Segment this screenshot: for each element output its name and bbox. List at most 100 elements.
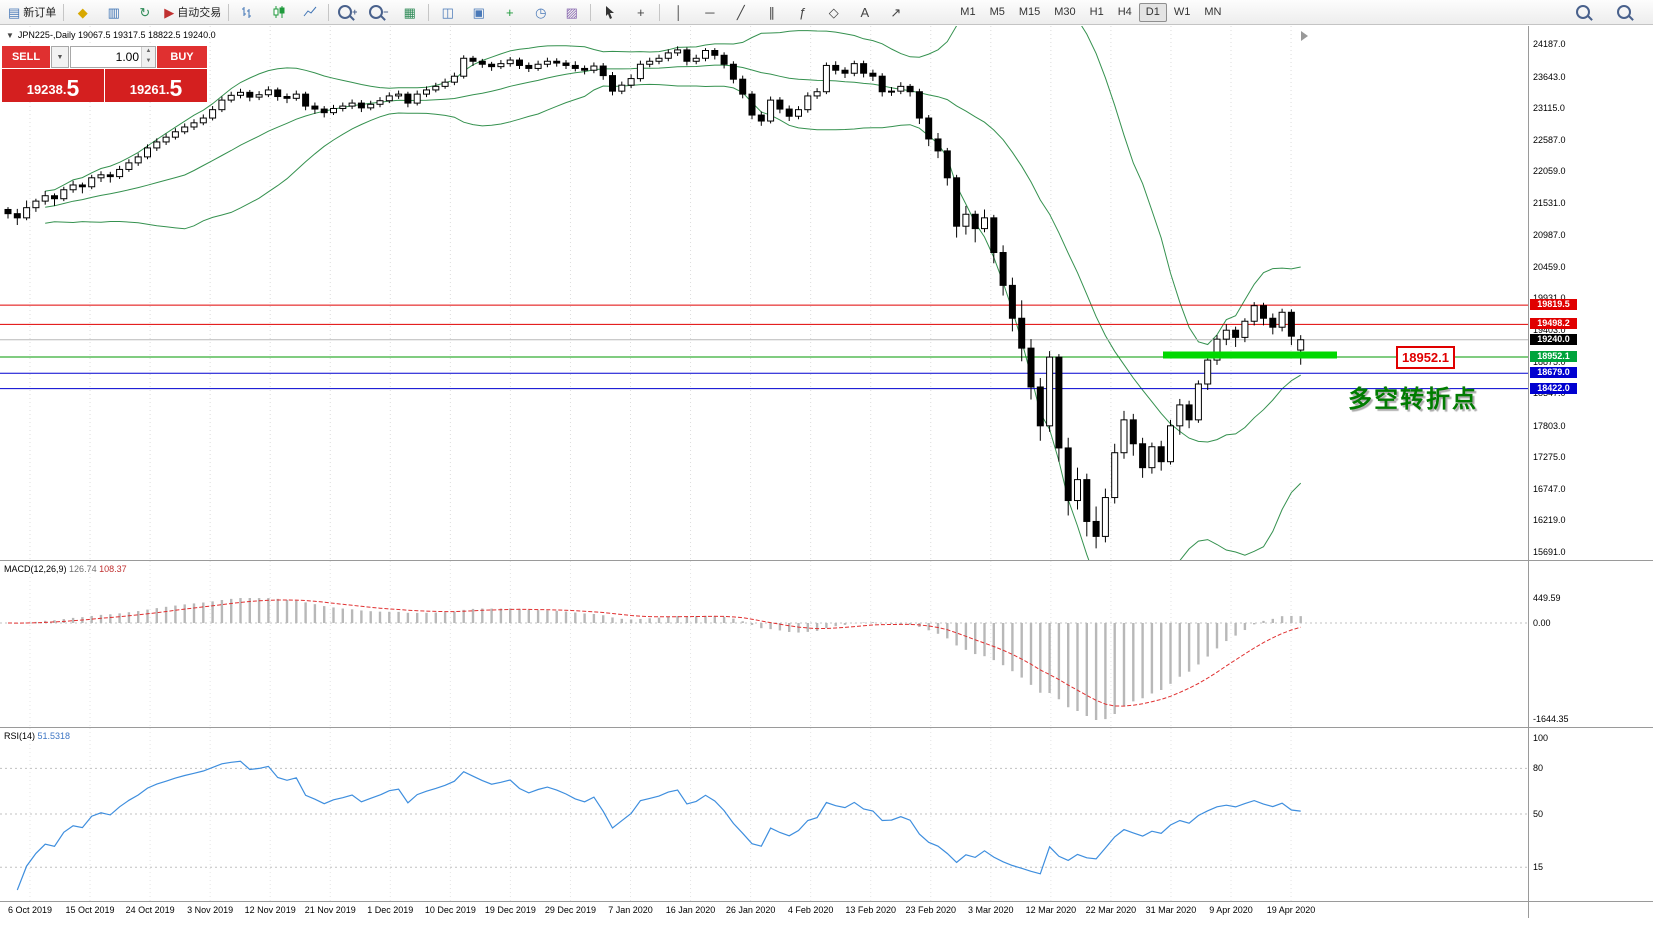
timeframe-h4[interactable]: H4 (1117, 5, 1132, 18)
magnifier-icon (338, 5, 353, 19)
timeframe-h1[interactable]: H1 (1089, 5, 1104, 18)
candle-chart-type-button[interactable] (263, 1, 294, 24)
macd-signal-line (7, 599, 1301, 707)
volume-preset-dropdown[interactable]: ▼ (51, 46, 69, 68)
volume-stepper[interactable]: ▲ ▼ (141, 47, 155, 67)
rsi-axis: 100 80 50 15 (1529, 728, 1653, 901)
date-tick: 31 Mar 2020 (1145, 905, 1197, 915)
rsi-line (16, 760, 1301, 891)
shapes-button[interactable]: ◇ (818, 1, 849, 24)
history-center-icon[interactable]: ◆ (67, 1, 98, 24)
buy-button[interactable]: BUY (157, 46, 207, 68)
support-price-callout[interactable]: 18952.1 (1396, 346, 1455, 369)
shapes-icon: ◇ (828, 4, 839, 20)
one-click-collapse-icon[interactable]: ▼ (6, 30, 14, 40)
date-tick: 6 Oct 2019 (7, 905, 53, 915)
templates-icon: ▨ (565, 4, 578, 20)
sell-button[interactable]: SELL (2, 46, 50, 68)
price-tick: 19403.0 (1533, 325, 1566, 336)
tile-windows-button[interactable]: ▦ (394, 1, 425, 24)
price-axis[interactable]: 24187.0 23643.0 23115.0 22587.0 22059.0 21531… (1529, 26, 1653, 560)
price-tick: 21531.0 (1533, 197, 1566, 208)
spin-up-icon[interactable]: ▲ (142, 47, 155, 57)
date-tick: 15 Oct 2019 (65, 905, 115, 915)
timeframe-group: M1 M5 M15 M30 H1 H4 D1 W1 MN (953, 2, 1228, 22)
new-chart-button[interactable]: ◫ (432, 1, 463, 24)
indicators-icon: + (506, 4, 514, 20)
date-tick: 9 Apr 2020 (1209, 905, 1253, 915)
text-button[interactable]: A (849, 1, 880, 24)
hline-button[interactable]: ─ (694, 1, 725, 24)
macd-axis: 449.59 0.00 -1644.35 (1529, 561, 1653, 727)
macd-panel-canvas[interactable] (0, 561, 1528, 727)
buy-price[interactable]: 19261. 5 (105, 69, 207, 102)
price-axis-border (1528, 26, 1529, 918)
date-axis[interactable]: 6 Oct 2019 15 Oct 2019 24 Oct 2019 3 Nov 20… (0, 902, 1653, 918)
chart-shift-marker-icon (1301, 31, 1308, 41)
market-watch-icon[interactable]: ▥ (98, 1, 129, 24)
new-order-button[interactable]: ▤ 新订单 (4, 1, 60, 24)
timeframe-mn[interactable]: MN (1204, 5, 1222, 18)
date-tick: 24 Oct 2019 (125, 905, 175, 915)
crosshair-button[interactable]: + (625, 1, 656, 24)
price-tick: 17275.0 (1533, 452, 1566, 463)
templates-button[interactable]: ▨ (556, 1, 587, 24)
timeframe-m15[interactable]: M15 (1018, 5, 1041, 18)
date-tick: 13 Feb 2020 (845, 905, 896, 915)
search-symbol-icon[interactable] (1567, 1, 1598, 24)
periods-icon: ◷ (535, 4, 547, 20)
new-order-icon: ▤ (8, 4, 21, 20)
new-chart-icon: ◫ (441, 4, 454, 20)
date-tick: 10 Dec 2019 (424, 905, 476, 915)
panel-separator[interactable] (0, 560, 1653, 561)
algo-trading-button[interactable]: ▶ 自动交易 (160, 1, 225, 24)
rsi-panel-canvas[interactable] (0, 728, 1528, 901)
channel-button[interactable]: ∥ (756, 1, 787, 24)
rsi-tick: 50 (1533, 809, 1544, 819)
price-tick: 20459.0 (1533, 261, 1566, 272)
line-chart-type-button[interactable] (294, 1, 325, 24)
chart-list-button[interactable]: ▣ (463, 1, 494, 24)
date-tick: 7 Jan 2020 (608, 905, 653, 915)
date-tick: 3 Mar 2020 (968, 905, 1014, 915)
price-flag-18422.0: 18422.0 (1530, 382, 1577, 394)
main-chart-canvas[interactable] (0, 26, 1528, 560)
date-tick: 4 Feb 2020 (787, 905, 834, 915)
refresh-icon[interactable]: ↻ (129, 1, 160, 24)
volume-value[interactable]: 1.00 (115, 50, 139, 64)
toolbar-separator (659, 3, 661, 21)
algo-trading-button-label: 自动交易 (177, 7, 222, 19)
timeframe-m30[interactable]: M30 (1054, 5, 1076, 18)
date-tick: 12 Mar 2020 (1025, 905, 1077, 915)
market-watch-icon-icon: ▥ (107, 4, 120, 20)
macd-name: MACD(12,26,9) (4, 564, 67, 574)
spin-down-icon[interactable]: ▼ (142, 57, 155, 67)
toolbar-buttons: ▤ 新订单 ◆ ▥ ↻ ▶ 自动交易 + − ▦ ◫ ▣ + ◷ ▨ + │ ─ ╱ ∥ ƒ ◇ A ↗ (4, 1, 911, 24)
zoom-in-button[interactable]: + (332, 1, 363, 24)
vline-button[interactable]: │ (663, 1, 694, 24)
arrows-button[interactable]: ↗ (880, 1, 911, 24)
trendline-button[interactable]: ╱ (725, 1, 756, 24)
cursor-button[interactable] (594, 1, 625, 24)
bar-chart-type-button[interactable] (232, 1, 263, 24)
volume-field[interactable]: 1.00 ▲ ▼ (70, 46, 156, 68)
fibonacci-button[interactable]: ƒ (787, 1, 818, 24)
indicators-button[interactable]: + (494, 1, 525, 24)
price-flag-19498.2: 19498.2 (1530, 318, 1577, 330)
sell-price[interactable]: 19238. 5 (2, 69, 104, 102)
price-tick: 17803.0 (1533, 420, 1566, 431)
timeframe-w1[interactable]: W1 (1173, 5, 1191, 18)
timeframe-m5[interactable]: M5 (989, 5, 1005, 18)
price-tick: 23643.0 (1533, 71, 1566, 82)
timeframe-m1[interactable]: M1 (960, 5, 976, 18)
date-tick: 29 Dec 2019 (544, 905, 596, 915)
one-click-trading-panel: SELL ▼ 1.00 ▲ ▼ BUY 19238. 5 19261. 5 (2, 46, 207, 102)
zoom-out-button[interactable]: − (363, 1, 394, 24)
periods-button[interactable]: ◷ (525, 1, 556, 24)
toolbar-separator (328, 3, 330, 21)
history-center-icon-icon: ◆ (77, 4, 88, 20)
timeframe-d1[interactable]: D1 (1138, 2, 1167, 22)
search-icon[interactable] (1608, 1, 1639, 24)
panel-separator[interactable] (0, 727, 1653, 728)
tile-windows-icon: ▦ (403, 4, 416, 20)
